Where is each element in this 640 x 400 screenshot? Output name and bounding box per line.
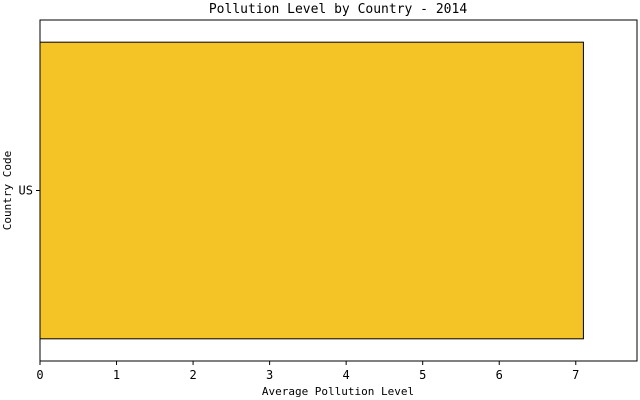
x-tick-label: 7 <box>572 368 579 382</box>
x-axis-label: Average Pollution Level <box>262 385 414 398</box>
bar-us <box>39 41 584 340</box>
y-tick-label: US <box>19 184 33 198</box>
x-tick-label: 2 <box>189 368 196 382</box>
x-tick-label: 4 <box>343 368 350 382</box>
x-tick-label: 0 <box>36 368 43 382</box>
y-axis: US <box>19 184 40 198</box>
x-tick-label: 6 <box>496 368 503 382</box>
chart-title: Pollution Level by Country - 2014 <box>209 2 467 17</box>
x-tick-label: 5 <box>419 368 426 382</box>
x-tick-label: 3 <box>266 368 273 382</box>
y-axis-label: Country Code <box>1 151 14 230</box>
x-axis: 0 1 2 3 4 5 6 7 <box>36 361 579 382</box>
x-tick-label: 1 <box>113 368 120 382</box>
plot-area <box>39 41 584 340</box>
